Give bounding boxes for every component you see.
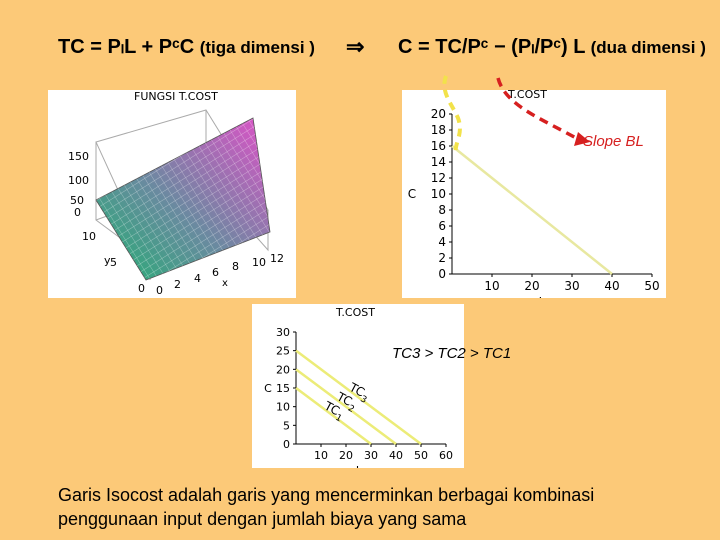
y-tick-label: 4 [438, 235, 446, 249]
x-tick-label: 50 [414, 449, 428, 462]
surface-x-tick: 12 [270, 252, 284, 265]
surface-plot-title: FUNGSI T.COST [134, 90, 218, 103]
slope-note: Slope BL [583, 133, 644, 150]
budget-line-panel: T.COST 0 2 4 6 8 10 12 14 16 18 20 10 20 30 40 50 L C [402, 88, 666, 309]
y-tick-label: 10 [276, 401, 290, 414]
caption-text: Garis Isocost adalah garis yang mencermi… [58, 485, 595, 529]
surface-y-tick: 10 [82, 230, 96, 243]
y-tick-label: 5 [283, 419, 290, 432]
y-axis-label: C [408, 187, 416, 201]
surface-x-tick: 10 [252, 256, 266, 269]
surface-z-tick: 0 [74, 206, 81, 219]
series-line-0 [451, 145, 613, 275]
budget-line-chart: 0 2 4 6 8 10 12 14 16 18 20 10 20 30 40 50 L C [408, 107, 660, 309]
x-tick-label: 10 [314, 449, 328, 462]
surface-x-tick: 2 [174, 278, 181, 291]
y-tick-label: 18 [431, 123, 446, 137]
y-tick-label: 8 [438, 203, 446, 217]
isocost-chart: 051015202530102030405060LCTC1TC2TC3 [264, 326, 453, 477]
x-tick-label: 60 [439, 449, 453, 462]
series-line-tc3 [295, 349, 422, 446]
y-tick-label: 30 [276, 326, 290, 339]
y-tick-label: 6 [438, 219, 446, 233]
y-tick-label: 0 [438, 267, 446, 281]
surface-y-tick: 0 [138, 282, 145, 295]
y-tick-label: 25 [276, 345, 290, 358]
surface-x-tick: 8 [232, 260, 239, 273]
x-tick-label: 10 [484, 279, 499, 293]
x-tick-label: 20 [339, 449, 353, 462]
y-tick-label: 15 [276, 382, 290, 395]
x-axis-label: L [356, 464, 363, 468]
surface-y-tick: 5 [110, 256, 117, 269]
equation-3d-formula: TC = PₗL + PᶜC [58, 36, 195, 58]
surface-mesh [96, 118, 270, 280]
implies-symbol: ⇒ [346, 34, 365, 59]
surface-plot-panel: FUNGSI T.COST 150 100 50 0 10 5 0 0 2 4 6 8 10 12 x… [48, 90, 296, 298]
y-tick-label: 20 [276, 363, 290, 376]
x-tick-label: 40 [604, 279, 619, 293]
y-tick-label: 2 [438, 251, 446, 265]
surface-x-tick: 4 [194, 272, 201, 285]
y-tick-label: 12 [431, 171, 446, 185]
series-line-tc1 [295, 386, 372, 446]
equation-3d: TC = PₗL + PᶜC (tiga dimensi ) [58, 34, 315, 59]
y-tick-label: 10 [431, 187, 446, 201]
surface-x-label: x [222, 278, 228, 289]
surface-z-tick: 100 [68, 174, 89, 187]
surface-y-label: y [104, 254, 111, 267]
isocost-panel: T.COST 051015202530102030405060LCTC1TC2T… [252, 304, 464, 477]
y-axis-label: C [264, 382, 272, 395]
y-tick-label: 14 [431, 155, 446, 169]
x-tick-label: 50 [644, 279, 659, 293]
surface-z-tick: 50 [70, 194, 84, 207]
x-tick-label: 30 [564, 279, 579, 293]
y-tick-label: 0 [283, 438, 290, 451]
surface-x-tick: 0 [156, 284, 163, 297]
x-tick-label: 20 [524, 279, 539, 293]
surface-x-tick: 6 [212, 266, 219, 279]
surface-z-tick: 150 [68, 150, 89, 163]
x-tick-label: 40 [389, 449, 403, 462]
x-axis-label: L [539, 295, 546, 298]
equation-2d-note: (dua dimensi ) [590, 38, 706, 57]
x-tick-label: 30 [364, 449, 378, 462]
y-tick-label: 16 [431, 139, 446, 153]
equation-2d: C = TC/Pᶜ − (Pₗ/Pᶜ) L (dua dimensi ) [398, 34, 706, 59]
isocost-title: T.COST [336, 306, 375, 319]
budget-line-title: T.COST [508, 88, 547, 101]
isocost-note: TC3 > TC2 > TC1 [392, 345, 512, 362]
equation-2d-formula: C = TC/Pᶜ − (Pₗ/Pᶜ) L [398, 36, 586, 58]
series-line-tc2 [295, 368, 397, 446]
equation-3d-note: (tiga dimensi ) [199, 38, 315, 57]
y-tick-label: 20 [431, 107, 446, 121]
